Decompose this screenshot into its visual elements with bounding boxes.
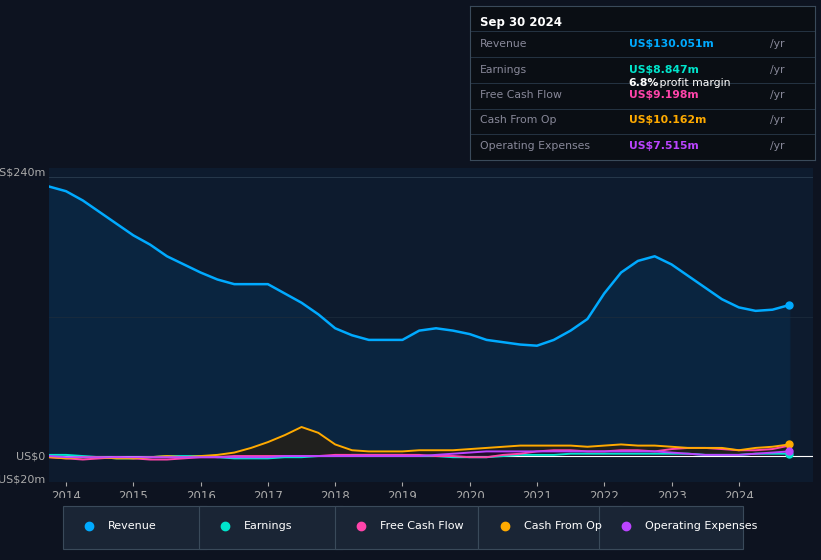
Text: Free Cash Flow: Free Cash Flow xyxy=(480,90,562,100)
Text: Revenue: Revenue xyxy=(108,521,157,531)
FancyBboxPatch shape xyxy=(335,506,479,549)
Text: US$130.051m: US$130.051m xyxy=(629,39,713,49)
Text: Operating Expenses: Operating Expenses xyxy=(644,521,757,531)
Text: Operating Expenses: Operating Expenses xyxy=(480,141,590,151)
Text: 6.8%: 6.8% xyxy=(629,78,659,88)
Text: US$240m: US$240m xyxy=(0,167,45,178)
Text: /yr: /yr xyxy=(770,66,785,75)
FancyBboxPatch shape xyxy=(479,506,622,549)
Text: US$7.515m: US$7.515m xyxy=(629,141,699,151)
Text: Earnings: Earnings xyxy=(480,66,527,75)
Text: -US$20m: -US$20m xyxy=(0,474,45,484)
Text: US$9.198m: US$9.198m xyxy=(629,90,698,100)
Text: profit margin: profit margin xyxy=(656,78,731,88)
Text: US$8.847m: US$8.847m xyxy=(629,66,699,75)
Text: US$0: US$0 xyxy=(16,451,45,461)
Text: /yr: /yr xyxy=(770,115,785,125)
FancyBboxPatch shape xyxy=(599,506,743,549)
Text: /yr: /yr xyxy=(770,90,785,100)
Text: Revenue: Revenue xyxy=(480,39,527,49)
Text: /yr: /yr xyxy=(770,39,785,49)
Text: /yr: /yr xyxy=(770,141,785,151)
Text: Cash From Op: Cash From Op xyxy=(524,521,602,531)
FancyBboxPatch shape xyxy=(199,506,342,549)
FancyBboxPatch shape xyxy=(63,506,207,549)
Text: Free Cash Flow: Free Cash Flow xyxy=(380,521,464,531)
Text: Sep 30 2024: Sep 30 2024 xyxy=(480,16,562,29)
Text: Cash From Op: Cash From Op xyxy=(480,115,557,125)
Text: Earnings: Earnings xyxy=(245,521,293,531)
Text: US$10.162m: US$10.162m xyxy=(629,115,706,125)
